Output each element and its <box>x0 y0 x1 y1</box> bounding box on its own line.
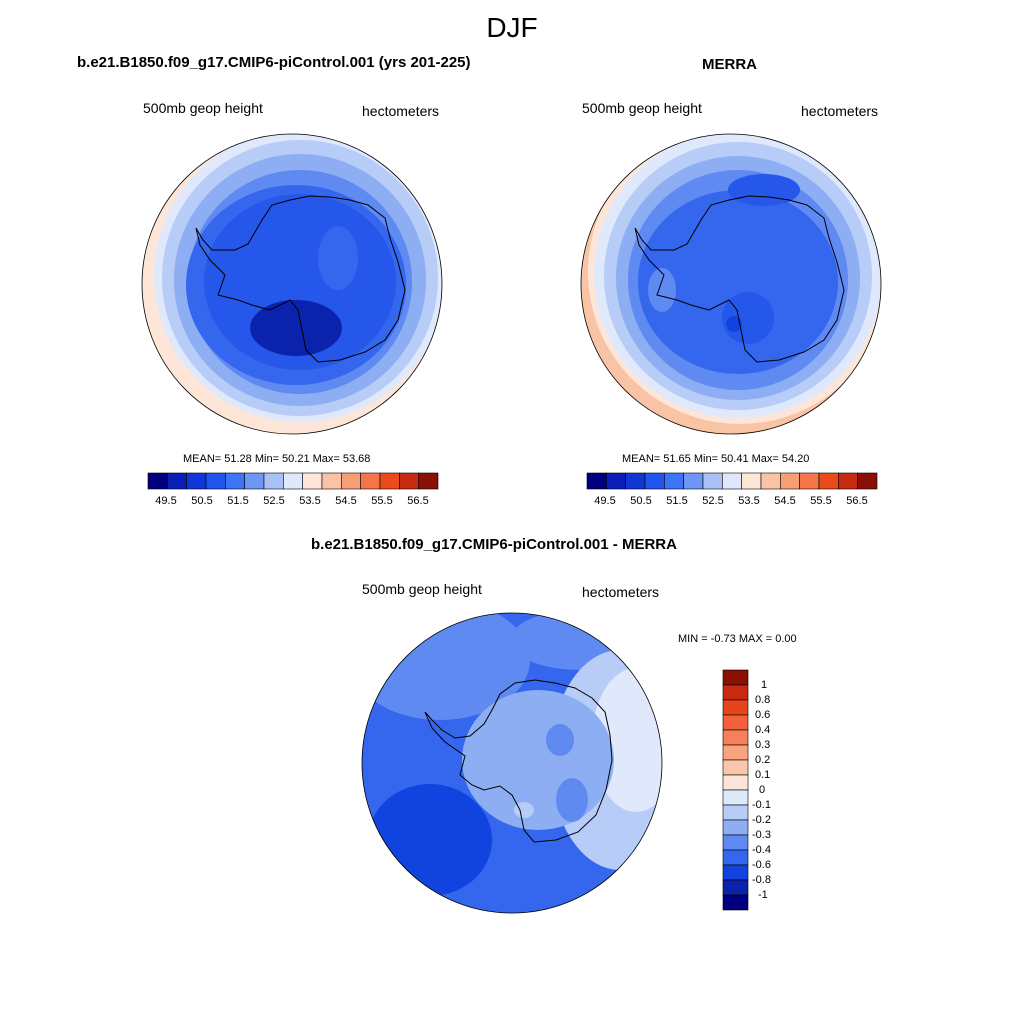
obs-cbar-tick: 52.5 <box>702 495 724 507</box>
diff-cbar-tick: 0.2 <box>755 754 771 766</box>
model-cbar-tick: 52.5 <box>263 495 285 507</box>
obs-stats: MEAN= 51.65 Min= 50.41 Max= 54.20 <box>622 453 810 465</box>
diff-cbar-swatch <box>722 684 749 701</box>
obs-antarctica-coastline <box>634 195 845 363</box>
diff-cbar-swatch <box>722 819 749 836</box>
diff-cbar-tick: -0.4 <box>752 844 771 856</box>
obs-map-border <box>580 133 882 435</box>
model-map-border <box>141 133 443 435</box>
model-antarctica-coastline <box>195 195 406 363</box>
diff-cbar-tick: -0.8 <box>752 874 771 886</box>
diff-cbar-swatch <box>722 864 749 881</box>
diff-cbar-swatch <box>722 729 749 746</box>
diff-variable-label: 500mb geop height <box>362 581 482 597</box>
obs-cbar-tick: 50.5 <box>630 495 652 507</box>
diff-cbar-swatch <box>722 699 749 716</box>
diff-cbar-tick: 1 <box>761 679 768 691</box>
model-cbar-tick: 56.5 <box>407 495 429 507</box>
diff-cbar-swatch <box>722 669 749 686</box>
figure-title: DJF <box>486 12 538 43</box>
model-cbar-tick: 51.5 <box>227 495 249 507</box>
obs-units-label: hectometers <box>801 103 879 119</box>
model-stats: MEAN= 51.28 Min= 50.21 Max= 53.68 <box>183 453 371 465</box>
diff-cbar-swatch <box>722 774 749 791</box>
obs-cbar-tick: 49.5 <box>594 495 616 507</box>
obs-cbar-tick: 53.5 <box>738 495 760 507</box>
diff-cbar-swatch <box>722 714 749 731</box>
diff-cbar-swatch <box>722 744 749 761</box>
diff-cbar-tick: 0.4 <box>755 724 771 736</box>
diff-cbar-tick: 0.8 <box>755 694 771 706</box>
diff-cbar-tick: 0.1 <box>755 769 771 781</box>
obs-cbar-tick: 51.5 <box>666 495 688 507</box>
diff-cbar-tick: -0.1 <box>752 799 771 811</box>
diff-cbar-tick: -0.6 <box>752 859 771 871</box>
model-cbar-swatch <box>418 472 439 490</box>
diff-cbar-swatch <box>722 894 749 911</box>
obs-cbar-tick: 54.5 <box>774 495 796 507</box>
diff-cbar-tick: -1 <box>758 889 768 901</box>
diff-cbar-swatch <box>722 834 749 851</box>
model-panel-title: b.e21.B1850.f09_g17.CMIP6-piControl.001 … <box>77 54 471 71</box>
diff-units-label: hectometers <box>582 584 660 600</box>
model-cbar-tick: 50.5 <box>191 495 213 507</box>
model-cbar-tick: 55.5 <box>371 495 393 507</box>
model-cbar-tick: 49.5 <box>155 495 177 507</box>
diff-map-border <box>361 612 663 914</box>
diff-antarctica-coastline <box>424 679 613 843</box>
obs-panel-title: MERRA <box>702 56 757 73</box>
diff-cbar-swatch <box>722 879 749 896</box>
diff-cbar-tick: 0.3 <box>755 739 771 751</box>
diff-cbar-tick: -0.2 <box>752 814 771 826</box>
diff-panel-title: b.e21.B1850.f09_g17.CMIP6-piControl.001 … <box>311 536 677 553</box>
obs-cbar-tick: 56.5 <box>846 495 868 507</box>
diff-stats: MIN = -0.73 MAX = 0.00 <box>678 633 797 645</box>
obs-cbar-tick: 55.5 <box>810 495 832 507</box>
model-variable-label: 500mb geop height <box>143 100 263 116</box>
model-units-label: hectometers <box>362 103 440 119</box>
model-cbar-tick: 54.5 <box>335 495 357 507</box>
diff-cbar-tick: -0.3 <box>752 829 771 841</box>
diff-cbar-swatch <box>722 789 749 806</box>
diff-cbar-swatch <box>722 759 749 776</box>
obs-variable-label: 500mb geop height <box>582 100 702 116</box>
diff-cbar-tick: 0.6 <box>755 709 771 721</box>
model-cbar-tick: 53.5 <box>299 495 321 507</box>
obs-cbar-swatch <box>857 472 878 490</box>
diff-cbar-swatch <box>722 804 749 821</box>
diff-cbar-swatch <box>722 849 749 866</box>
diff-cbar-tick: 0 <box>759 784 766 796</box>
